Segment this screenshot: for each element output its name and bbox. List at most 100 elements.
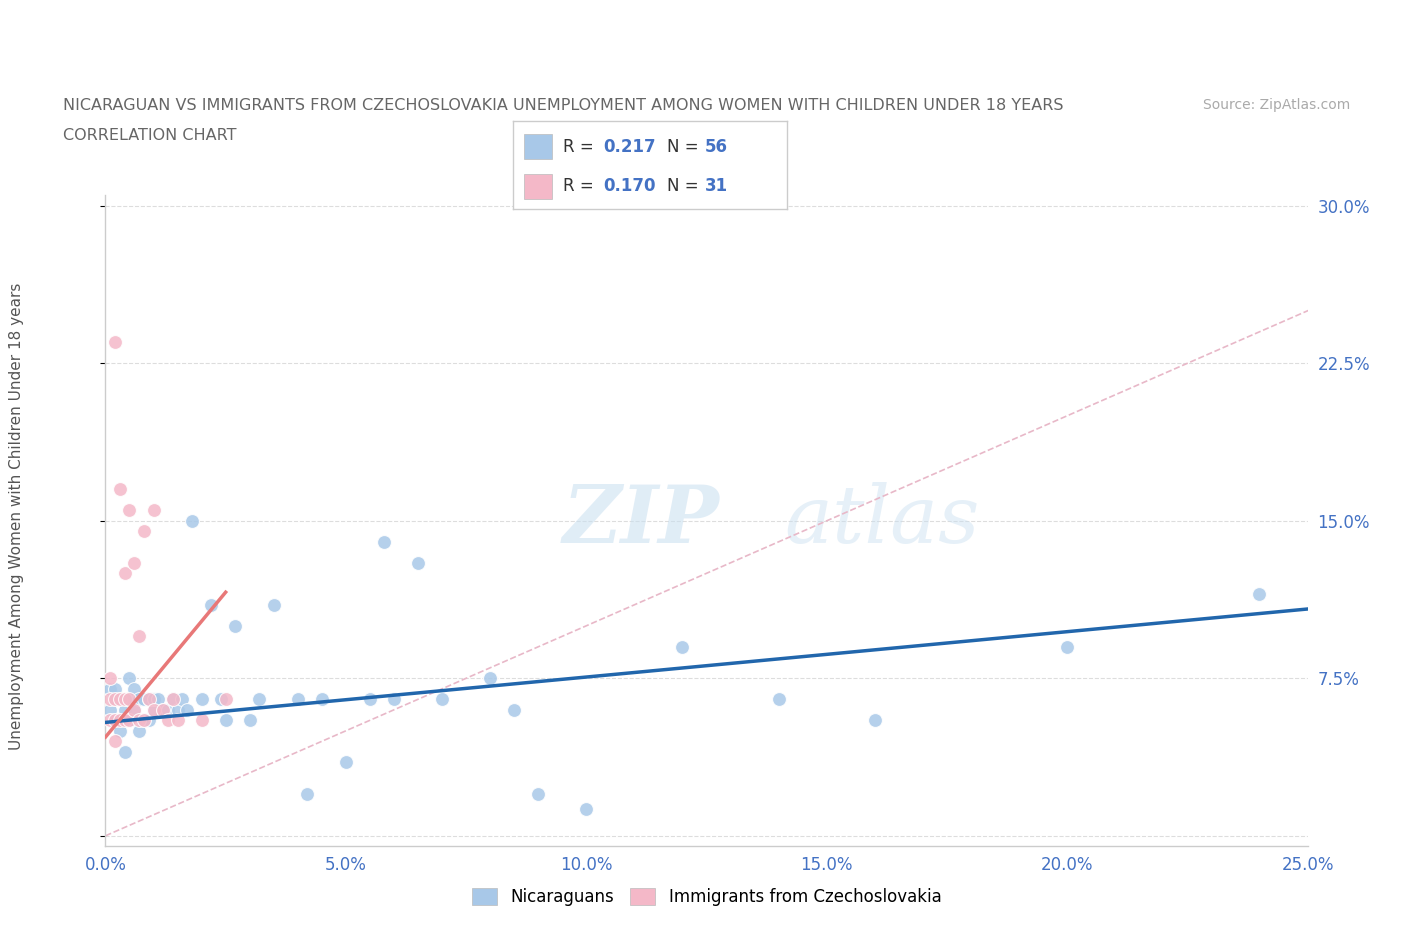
Point [108, 713, 131, 728]
Point [263, 597, 285, 612]
Point [156, 713, 179, 728]
Point [118, 692, 141, 707]
Point [430, 692, 453, 707]
Point [575, 801, 598, 816]
Point [118, 503, 141, 518]
Point [132, 692, 155, 707]
Point [118, 713, 141, 728]
Point [114, 565, 136, 580]
Text: ZIP: ZIP [562, 482, 718, 560]
Point [373, 535, 395, 550]
Point [124, 702, 146, 717]
Point [166, 713, 188, 728]
Bar [524, 134, 551, 159]
Point [335, 755, 357, 770]
Point [104, 734, 127, 749]
Point [114, 744, 136, 759]
Point [527, 787, 550, 802]
Point [190, 713, 212, 728]
Point [104, 682, 127, 697]
Point [108, 692, 131, 707]
Point [297, 787, 319, 802]
Point [671, 639, 693, 654]
Point [142, 702, 165, 717]
Point [148, 692, 170, 707]
Text: 0.170: 0.170 [603, 178, 657, 195]
Point [181, 513, 204, 528]
Point [200, 597, 222, 612]
Point [1249, 587, 1271, 602]
Bar [524, 174, 551, 199]
Point [98, 682, 121, 697]
Point [104, 692, 127, 707]
Point [479, 671, 502, 685]
Point [104, 713, 127, 728]
Text: CORRELATION CHART: CORRELATION CHART [63, 128, 236, 143]
Point [152, 702, 174, 717]
Text: Unemployment Among Women with Children Under 18 years: Unemployment Among Women with Children U… [10, 283, 24, 750]
Text: 0.217: 0.217 [603, 138, 657, 155]
Point [124, 682, 146, 697]
Point [239, 713, 262, 728]
Point [104, 335, 127, 350]
Text: atlas: atlas [785, 482, 980, 560]
Point [503, 702, 526, 717]
Point [104, 692, 127, 707]
Point [118, 671, 141, 685]
Point [382, 692, 405, 707]
Point [104, 713, 127, 728]
Point [162, 692, 184, 707]
Text: N =: N = [666, 178, 703, 195]
Point [138, 713, 160, 728]
Point [114, 713, 136, 728]
Point [166, 702, 188, 717]
Point [359, 692, 381, 707]
Text: 56: 56 [706, 138, 728, 155]
Point [190, 692, 212, 707]
Legend: Nicaraguans, Immigrants from Czechoslovakia: Nicaraguans, Immigrants from Czechoslova… [465, 882, 948, 913]
Point [176, 702, 198, 717]
Point [224, 618, 246, 633]
Point [209, 692, 232, 707]
Text: N =: N = [666, 138, 703, 155]
Point [118, 713, 141, 728]
Point [863, 713, 886, 728]
Point [124, 555, 146, 570]
Point [152, 702, 174, 717]
Point [108, 482, 131, 497]
Point [132, 713, 155, 728]
Point [128, 713, 150, 728]
Point [138, 692, 160, 707]
Point [98, 702, 121, 717]
Point [128, 629, 150, 644]
Point [142, 692, 165, 707]
Point [114, 702, 136, 717]
Point [156, 702, 179, 717]
Point [128, 724, 150, 738]
Point [287, 692, 309, 707]
Point [132, 713, 155, 728]
Point [214, 692, 236, 707]
Point [214, 713, 236, 728]
Point [98, 713, 121, 728]
Point [108, 692, 131, 707]
Point [311, 692, 333, 707]
Point [98, 671, 121, 685]
Point [124, 702, 146, 717]
Text: R =: R = [562, 178, 599, 195]
Point [108, 724, 131, 738]
Text: NICARAGUAN VS IMMIGRANTS FROM CZECHOSLOVAKIA UNEMPLOYMENT AMONG WOMEN WITH CHILD: NICARAGUAN VS IMMIGRANTS FROM CZECHOSLOV… [63, 98, 1064, 113]
Point [162, 692, 184, 707]
Text: R =: R = [562, 138, 599, 155]
Point [138, 692, 160, 707]
Point [768, 692, 790, 707]
Text: 31: 31 [706, 178, 728, 195]
Point [247, 692, 270, 707]
Text: Source: ZipAtlas.com: Source: ZipAtlas.com [1202, 98, 1350, 112]
Point [172, 692, 194, 707]
Point [142, 503, 165, 518]
Point [1056, 639, 1078, 654]
Point [114, 692, 136, 707]
Point [142, 702, 165, 717]
Point [98, 692, 121, 707]
